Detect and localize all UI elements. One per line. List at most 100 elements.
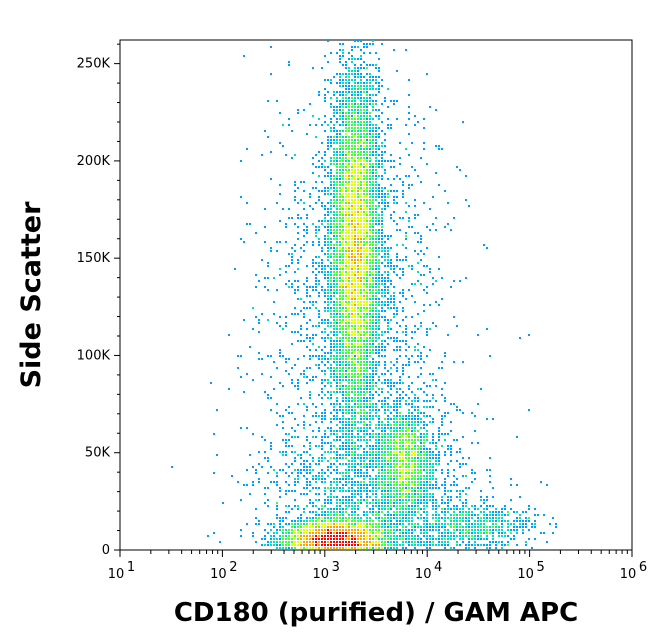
event-dot (465, 475, 467, 477)
event-dot (363, 463, 365, 465)
event-dot (258, 319, 260, 321)
event-dot (300, 397, 302, 399)
event-dot (330, 340, 332, 342)
event-dot (357, 172, 359, 174)
event-dot (267, 505, 269, 507)
event-dot (459, 508, 461, 510)
event-dot (339, 328, 341, 330)
event-dot (390, 280, 392, 282)
event-dot (318, 175, 320, 177)
event-dot (411, 523, 413, 525)
event-dot (384, 523, 386, 525)
event-dot (366, 346, 368, 348)
event-dot (351, 481, 353, 483)
event-dot (357, 235, 359, 237)
event-dot (366, 388, 368, 390)
event-dot (366, 517, 368, 519)
event-dot (345, 67, 347, 69)
event-dot (360, 97, 362, 99)
event-dot (441, 415, 443, 417)
event-dot (462, 121, 464, 123)
event-dot (312, 457, 314, 459)
event-dot (360, 235, 362, 237)
event-dot (375, 478, 377, 480)
event-dot (363, 298, 365, 300)
event-dot (381, 493, 383, 495)
event-dot (390, 544, 392, 546)
event-dot (432, 373, 434, 375)
event-dot (378, 319, 380, 321)
event-dot (399, 349, 401, 351)
event-dot (414, 250, 416, 252)
event-dot (348, 478, 350, 480)
event-dot (333, 343, 335, 345)
event-dot (483, 508, 485, 510)
event-dot (405, 331, 407, 333)
event-dot (345, 490, 347, 492)
event-dot (327, 247, 329, 249)
event-dot (345, 160, 347, 162)
event-dot (321, 403, 323, 405)
event-dot (456, 478, 458, 480)
event-dot (405, 547, 407, 549)
event-dot (366, 256, 368, 258)
event-dot (408, 463, 410, 465)
event-dot (399, 436, 401, 438)
event-dot (423, 523, 425, 525)
event-dot (384, 457, 386, 459)
event-dot (330, 175, 332, 177)
event-dot (372, 451, 374, 453)
event-dot (387, 547, 389, 549)
event-dot (351, 451, 353, 453)
event-dot (333, 391, 335, 393)
event-dot (393, 385, 395, 387)
event-dot (345, 277, 347, 279)
event-dot (393, 427, 395, 429)
event-dot (396, 475, 398, 477)
event-dot (360, 430, 362, 432)
event-dot (360, 187, 362, 189)
event-dot (435, 499, 437, 501)
event-dot (324, 505, 326, 507)
event-dot (270, 544, 272, 546)
event-dot (390, 517, 392, 519)
event-dot (393, 481, 395, 483)
event-dot (345, 241, 347, 243)
event-dot (279, 415, 281, 417)
event-dot (474, 505, 476, 507)
event-dot (354, 445, 356, 447)
event-dot (426, 226, 428, 228)
event-dot (354, 112, 356, 114)
event-dot (420, 448, 422, 450)
event-dot (273, 544, 275, 546)
event-dot (468, 544, 470, 546)
event-dot (336, 262, 338, 264)
event-dot (354, 358, 356, 360)
event-dot (399, 532, 401, 534)
event-dot (333, 529, 335, 531)
event-dot (291, 463, 293, 465)
event-dot (501, 547, 503, 549)
event-dot (333, 295, 335, 297)
event-dot (339, 268, 341, 270)
event-dot (333, 301, 335, 303)
event-dot (396, 454, 398, 456)
event-dot (330, 349, 332, 351)
event-dot (354, 355, 356, 357)
event-dot (351, 340, 353, 342)
event-dot (327, 220, 329, 222)
event-dot (312, 475, 314, 477)
event-dot (411, 454, 413, 456)
event-dot (372, 256, 374, 258)
event-dot (423, 382, 425, 384)
event-dot (312, 526, 314, 528)
event-dot (381, 145, 383, 147)
event-dot (405, 535, 407, 537)
event-dot (321, 262, 323, 264)
event-dot (345, 541, 347, 543)
event-dot (456, 490, 458, 492)
event-dot (363, 193, 365, 195)
event-dot (384, 493, 386, 495)
event-dot (351, 376, 353, 378)
event-dot (372, 229, 374, 231)
